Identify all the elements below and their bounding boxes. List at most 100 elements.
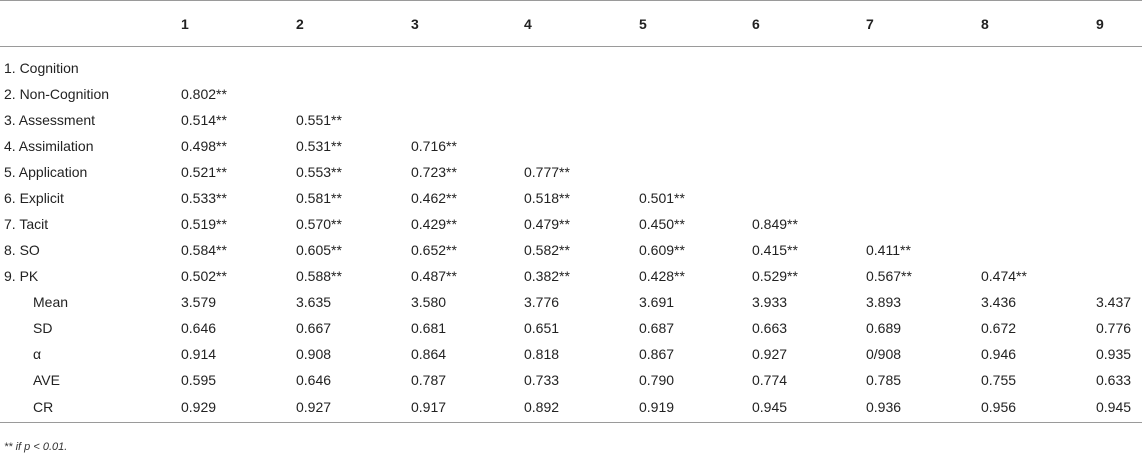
- column-header: 7: [866, 15, 874, 32]
- table-cell: 0.936: [866, 399, 902, 416]
- table-cell: [1085, 159, 1142, 185]
- table-cell: 0.429**: [411, 215, 457, 232]
- table-cell: [1085, 185, 1142, 211]
- table-cell: [1085, 237, 1142, 263]
- table-cell: [285, 81, 400, 107]
- table-cell: [970, 133, 1085, 159]
- column-header: 6: [752, 15, 760, 32]
- table-cell: 0.498**: [181, 137, 227, 154]
- table-cell: [1085, 47, 1142, 81]
- table-cell: 0.521**: [181, 163, 227, 180]
- table-row: 2. Non-Cognition 0.802**: [0, 81, 1142, 107]
- row-label: 9. PK: [4, 267, 39, 284]
- table-cell: [741, 107, 855, 133]
- table-cell: 0.945: [1096, 399, 1132, 416]
- table-cell: 0.864: [411, 345, 447, 362]
- table-cell: 0.929: [181, 399, 217, 416]
- column-header: 9: [1096, 15, 1104, 32]
- table-cell: [741, 81, 855, 107]
- table-cell: 0.818: [524, 345, 560, 362]
- table-cell: 3.776: [524, 293, 560, 310]
- column-header: 4: [524, 15, 532, 32]
- table-cell: 0.935: [1096, 345, 1132, 362]
- table-cell: [970, 107, 1085, 133]
- table-cell: 0.927: [752, 345, 788, 362]
- table-cell: 0.733: [524, 371, 560, 388]
- table-cell: 0.646: [296, 371, 332, 388]
- row-label: 1. Cognition: [4, 59, 79, 76]
- table-cell: [741, 185, 855, 211]
- table-cell: [170, 47, 285, 81]
- row-label: 8. SO: [4, 241, 40, 258]
- row-label: CR: [33, 399, 54, 416]
- table-cell: 0.487**: [411, 267, 457, 284]
- table-cell: 0.776: [1096, 319, 1132, 336]
- table-row: α 0.914 0.908 0.864 0.818 0.867 0.927 0/908 0.94…: [0, 341, 1142, 367]
- table-cell: 3.691: [639, 293, 675, 310]
- table-cell: 3.580: [411, 293, 447, 310]
- footnote: ** if p < 0.01.: [4, 441, 68, 453]
- table-cell: [1085, 133, 1142, 159]
- table-cell: [513, 133, 628, 159]
- row-label: SD: [33, 319, 53, 336]
- table-row: CR 0.929 0.927 0.917 0.892 0.919 0.945 0.936 0.9…: [0, 393, 1142, 423]
- table-cell: 0.518**: [524, 189, 570, 206]
- table-header: 1 2 3 4 5 6 7 8 9: [0, 0, 1142, 47]
- table-cell: 0.802**: [181, 85, 227, 102]
- table-cell: 0.462**: [411, 189, 457, 206]
- table-row: 8. SO 0.584** 0.605** 0.652** 0.582** 0.609**…: [0, 237, 1142, 263]
- table-cell: 0.633: [1096, 371, 1132, 388]
- table-cell: [513, 81, 628, 107]
- table-cell: 3.436: [981, 293, 1017, 310]
- table-cell: 0.609**: [639, 241, 685, 258]
- row-label: 4. Assimilation: [4, 137, 94, 154]
- table-cell: [628, 47, 741, 81]
- table-cell: 0.581**: [296, 189, 342, 206]
- table-cell: 0.689: [866, 319, 902, 336]
- table-cell: 0.450**: [639, 215, 685, 232]
- table-cell: 0.777**: [524, 163, 570, 180]
- table-cell: 0.595: [181, 371, 217, 388]
- table-body: 1. Cognition 2. Non-Cognition 0.802** 3. As…: [0, 47, 1142, 423]
- table-cell: 0.849**: [752, 215, 798, 232]
- column-header: 1: [181, 15, 189, 32]
- table-row: 5. Application 0.521** 0.553** 0.723** 0.777…: [0, 159, 1142, 185]
- table-cell: 3.635: [296, 293, 332, 310]
- header-blank: [0, 1, 170, 47]
- column-header: 2: [296, 15, 304, 32]
- table-row: Mean 3.579 3.635 3.580 3.776 3.691 3.933 3.893 3…: [0, 289, 1142, 315]
- table-cell: 3.579: [181, 293, 217, 310]
- table-row: 3. Assessment 0.514** 0.551**: [0, 107, 1142, 133]
- table-cell: [400, 47, 513, 81]
- table-cell: [970, 185, 1085, 211]
- table-cell: 0.787: [411, 371, 447, 388]
- row-label: 5. Application: [4, 163, 88, 180]
- table-cell: 0.588**: [296, 267, 342, 284]
- table-row: 9. PK 0.502** 0.588** 0.487** 0.382** 0.428**…: [0, 263, 1142, 289]
- table-cell: [855, 159, 970, 185]
- table-cell: 0.652**: [411, 241, 457, 258]
- table-cell: 0.908: [296, 345, 332, 362]
- table-cell: 0.927: [296, 399, 332, 416]
- table-cell: [855, 185, 970, 211]
- table-cell: 0.514**: [181, 111, 227, 128]
- table-cell: [741, 159, 855, 185]
- table-cell: 0.672: [981, 319, 1017, 336]
- table-cell: [970, 47, 1085, 81]
- column-header: 5: [639, 15, 647, 32]
- table-cell: 0.790: [639, 371, 675, 388]
- table-cell: 0.646: [181, 319, 217, 336]
- table-cell: 0.774: [752, 371, 788, 388]
- table-cell: 0.382**: [524, 267, 570, 284]
- table-row: 1. Cognition: [0, 47, 1142, 81]
- table-cell: 0.519**: [181, 215, 227, 232]
- table-cell: 0.917: [411, 399, 447, 416]
- table-cell: [628, 133, 741, 159]
- table-cell: 0.755: [981, 371, 1017, 388]
- table-cell: [400, 81, 513, 107]
- table-cell: [970, 237, 1085, 263]
- table-cell: 0.501**: [639, 189, 685, 206]
- table-cell: [855, 107, 970, 133]
- table-cell: [628, 81, 741, 107]
